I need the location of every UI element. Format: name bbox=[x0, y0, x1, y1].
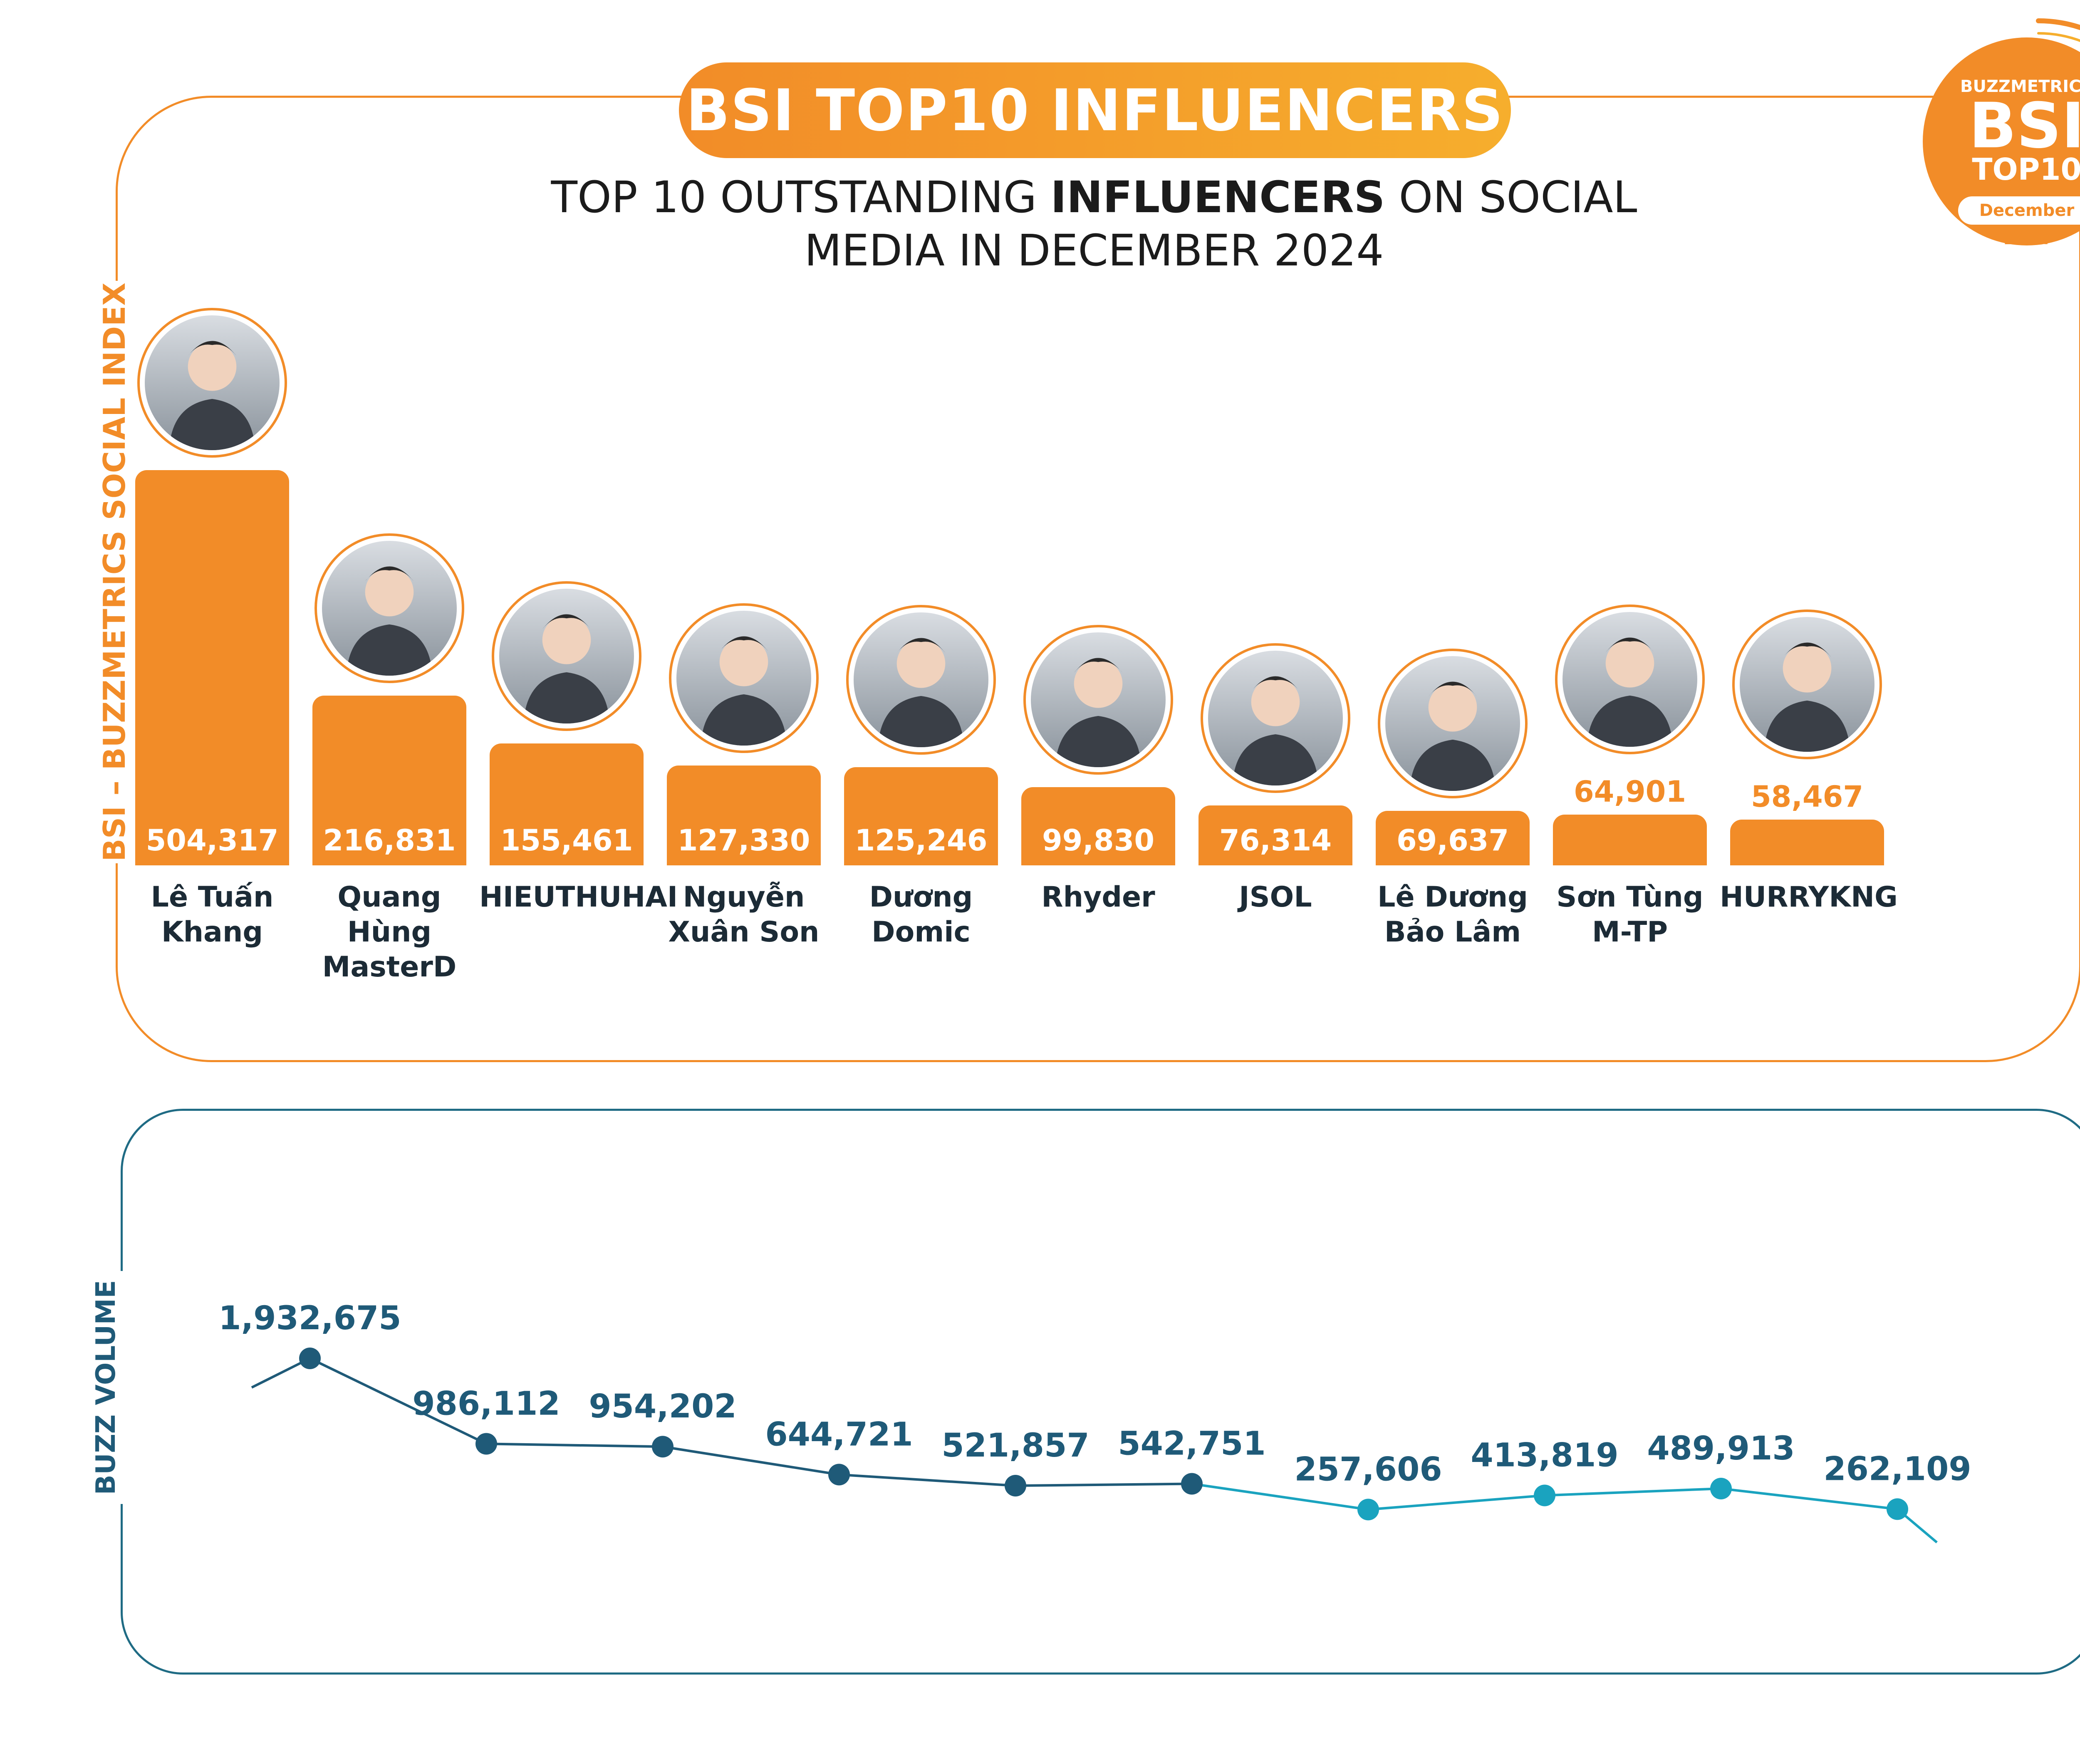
bar-7 bbox=[1198, 805, 1352, 865]
bar-1 bbox=[135, 470, 289, 865]
person-icon bbox=[145, 315, 280, 450]
bar-value-label: 99,830 bbox=[1042, 823, 1155, 857]
influencer-name: HIEUTHUHAI bbox=[479, 881, 678, 914]
bsi-axis-label: BSI – BUZZMETRICS SOCIAL INDEX bbox=[96, 281, 133, 863]
chart-subtitle: TOP 10 OUTSTANDING INFLUENCERS ON SOCIAL… bbox=[458, 171, 1731, 277]
influencer-name: Quang Hùng MasterD bbox=[322, 881, 457, 984]
subtitle-part2: ON SOCIAL bbox=[1385, 172, 1637, 223]
logo-arc-decoration bbox=[2036, 18, 2080, 42]
subtitle-line2: MEDIA IN DECEMBER 2024 bbox=[804, 225, 1384, 276]
person-icon bbox=[1208, 651, 1343, 786]
influencer-name: Lê Dương Bảo Lâm bbox=[1377, 881, 1528, 949]
logo-date: December 2024 bbox=[1958, 196, 2080, 248]
buzz-axis-label: BUZZ VOLUME bbox=[87, 1271, 125, 1504]
influencer-avatar bbox=[1201, 643, 1350, 793]
person-icon bbox=[854, 612, 988, 748]
influencer-name: HURRYKNG bbox=[1720, 881, 1898, 914]
bar-2 bbox=[312, 695, 466, 865]
influencer-avatar bbox=[1732, 609, 1882, 759]
bar-value-label: 504,317 bbox=[146, 823, 279, 857]
influencer-avatar bbox=[669, 603, 819, 753]
logo-sub: TOP10 bbox=[1972, 152, 2080, 187]
bar-value-label: 155,461 bbox=[500, 823, 633, 857]
person-icon bbox=[676, 611, 811, 746]
influencer-name: Lê Tuấn Khang bbox=[151, 881, 274, 949]
subtitle-part1: TOP 10 OUTSTANDING bbox=[551, 172, 1051, 223]
subtitle-bold: INFLUENCERS bbox=[1050, 172, 1385, 223]
influencer-avatar bbox=[314, 533, 464, 683]
bar-4 bbox=[667, 766, 821, 865]
influencer-name: Nguyễn Xuân Son bbox=[668, 881, 820, 949]
influencer-name: Dương Domic bbox=[869, 881, 973, 949]
person-icon bbox=[499, 589, 634, 724]
bar-value-label: 69,637 bbox=[1396, 823, 1509, 857]
influencer-avatar bbox=[1023, 624, 1173, 775]
bar-value-label: 64,901 bbox=[1573, 774, 1686, 809]
bsi-top10-logo: BUZZMETRICS BSI TOP10 December 2024 bbox=[1923, 37, 2080, 248]
bar-5 bbox=[844, 767, 998, 865]
buzz-chart-card bbox=[121, 1109, 2080, 1675]
bar-value-label: 76,314 bbox=[1219, 823, 1332, 857]
page-title: BSI TOP10 INFLUENCERS bbox=[679, 62, 1511, 158]
bar-value-label: 125,246 bbox=[854, 823, 988, 857]
logo-main: BSI bbox=[1969, 90, 2080, 162]
bar-value-label: 216,831 bbox=[323, 823, 456, 857]
person-icon bbox=[322, 540, 457, 676]
influencer-name: Rhyder bbox=[1041, 881, 1155, 914]
influencer-name: JSOL bbox=[1239, 881, 1312, 914]
bar-value-label: 58,467 bbox=[1751, 779, 1864, 814]
bar-8 bbox=[1376, 810, 1530, 865]
influencer-name: Sơn Tùng M-TP bbox=[1556, 881, 1704, 949]
influencer-avatar bbox=[1378, 648, 1528, 798]
influencer-avatar bbox=[492, 581, 641, 731]
logo-brand: BUZZMETRICS bbox=[1960, 77, 2080, 96]
person-icon bbox=[1385, 656, 1520, 791]
bar-value-label: 127,330 bbox=[677, 823, 810, 857]
bar-10 bbox=[1730, 819, 1884, 865]
bar-3 bbox=[490, 743, 644, 865]
influencer-avatar bbox=[846, 605, 996, 755]
person-icon bbox=[1562, 612, 1697, 747]
bar-9 bbox=[1553, 814, 1707, 865]
person-icon bbox=[1740, 617, 1874, 752]
person-icon bbox=[1031, 632, 1166, 767]
bar-6 bbox=[1021, 787, 1175, 865]
influencer-avatar bbox=[137, 308, 287, 458]
influencer-avatar bbox=[1555, 604, 1705, 754]
